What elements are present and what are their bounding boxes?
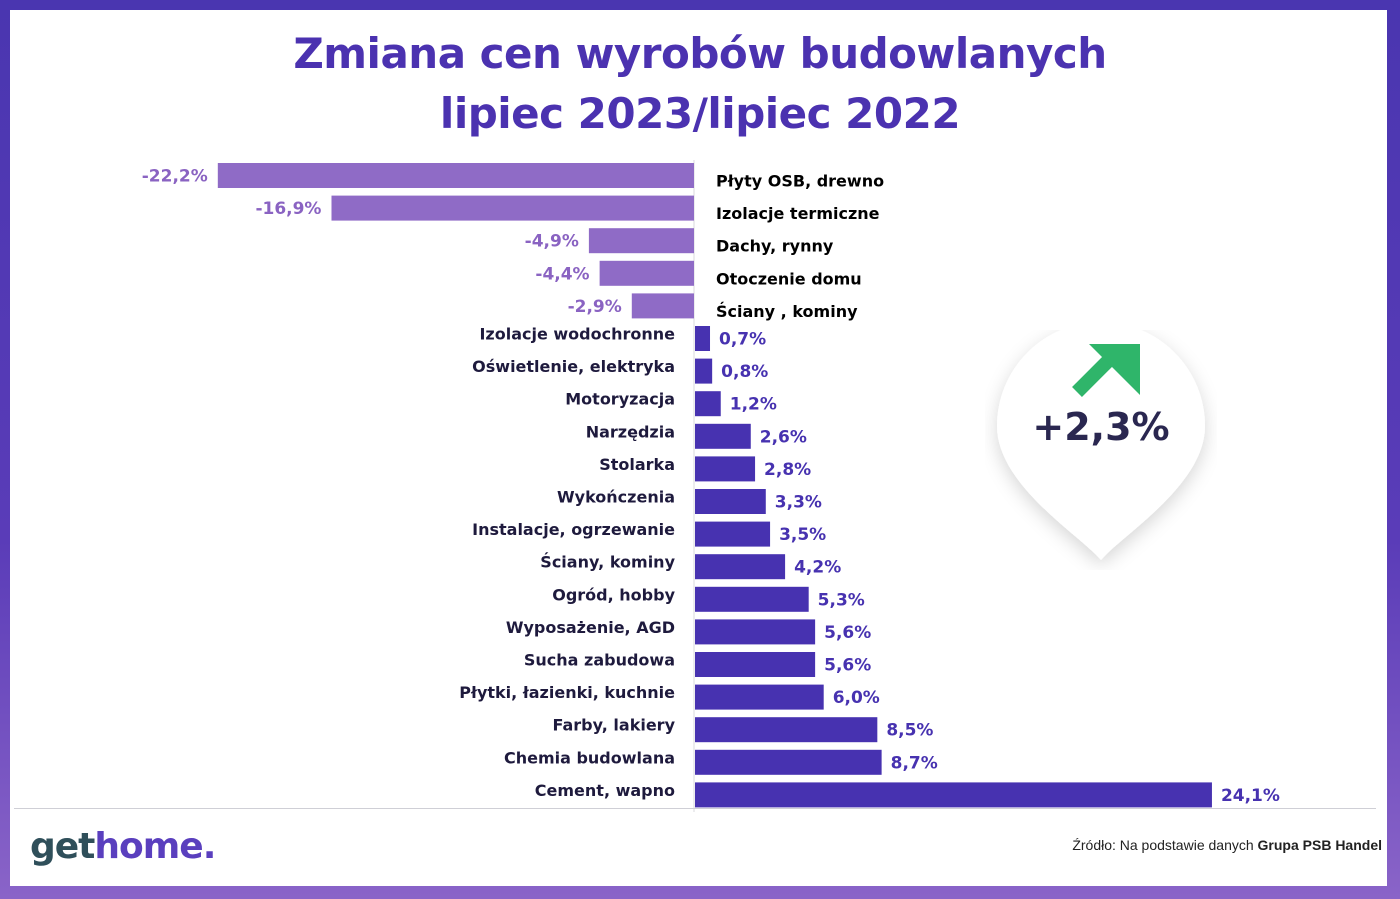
bar [695, 521, 771, 547]
bar [695, 423, 751, 449]
bar [695, 358, 713, 384]
value-label: -4,4% [535, 264, 589, 284]
value-label: 8,7% [891, 753, 938, 773]
footer-divider [14, 808, 1376, 809]
value-label: 5,3% [818, 590, 865, 610]
value-label: 1,2% [730, 395, 777, 415]
category-label: Ogród, hobby [552, 585, 675, 604]
source-note: Źródło: Na podstawie danych Grupa PSB Ha… [1072, 837, 1382, 853]
value-label: -16,9% [255, 199, 321, 219]
bar [695, 717, 878, 743]
category-label: Ściany , kominy [716, 302, 858, 321]
bar [588, 228, 694, 254]
category-label: Instalacje, ogrzewanie [472, 520, 675, 539]
chart-title-line2: lipiec 2023/lipiec 2022 [439, 89, 961, 138]
category-label: Otoczenie domu [716, 269, 862, 288]
value-label: 6,0% [833, 688, 880, 708]
value-label: -2,9% [568, 297, 622, 317]
bar [695, 749, 882, 775]
bar [695, 586, 809, 612]
category-label: Płytki, łazienki, kuchnie [459, 683, 675, 702]
value-label: 24,1% [1221, 786, 1280, 806]
bar [695, 554, 786, 580]
value-label: 5,6% [824, 656, 871, 676]
value-label: 2,8% [764, 460, 811, 480]
logo-part-home: home. [94, 826, 216, 867]
value-label: 5,6% [824, 623, 871, 643]
category-label: Płyty OSB, drewno [716, 172, 884, 191]
category-label: Chemia budowlana [504, 748, 675, 767]
category-label: Izolacje termiczne [716, 204, 880, 223]
bar [695, 782, 1212, 808]
category-label: Narzędzia [586, 422, 675, 441]
category-label: Dachy, rynny [716, 237, 834, 256]
category-label: Cement, wapno [535, 781, 675, 800]
value-label: 4,2% [794, 558, 841, 578]
source-name: Grupa PSB Handel [1257, 837, 1382, 853]
category-label: Wyposażenie, AGD [506, 618, 675, 637]
category-label: Ściany, kominy [540, 553, 675, 572]
category-label: Wykończenia [557, 488, 675, 507]
value-label: 3,5% [779, 525, 826, 545]
category-label: Motoryzacja [565, 390, 675, 409]
value-label: 2,6% [760, 427, 807, 447]
bar [695, 489, 766, 514]
category-label: Oświetlenie, elektryka [472, 357, 675, 376]
bar [695, 652, 816, 677]
category-label: Stolarka [599, 455, 675, 474]
logo-part-get: get [30, 826, 95, 867]
category-label: Sucha zabudowa [524, 651, 675, 670]
value-label: -22,2% [142, 167, 208, 187]
bar [695, 326, 711, 351]
value-label: 0,8% [721, 362, 768, 382]
chart-title-line1: Zmiana cen wyrobów budowlanych [293, 29, 1107, 78]
value-label: -4,9% [525, 232, 579, 252]
bar [695, 684, 824, 710]
bar [599, 260, 694, 286]
bar [217, 163, 694, 188]
arrow-up-right-icon [1072, 344, 1140, 397]
location-pin-badge [997, 330, 1205, 560]
bar [631, 293, 694, 319]
value-label: 8,5% [886, 721, 933, 741]
source-prefix: Źródło: Na podstawie danych [1072, 837, 1258, 853]
average-change-value: +2,3% [1032, 405, 1170, 449]
value-label: 3,3% [775, 493, 822, 513]
category-label: Farby, lakiery [552, 716, 675, 735]
bar [695, 456, 756, 482]
bar [331, 195, 694, 221]
bar [695, 619, 816, 645]
gethome-logo: gethome. [30, 826, 216, 867]
value-label: 0,7% [719, 330, 766, 350]
category-label: Izolacje wodochronne [479, 325, 675, 344]
bar [695, 391, 721, 417]
